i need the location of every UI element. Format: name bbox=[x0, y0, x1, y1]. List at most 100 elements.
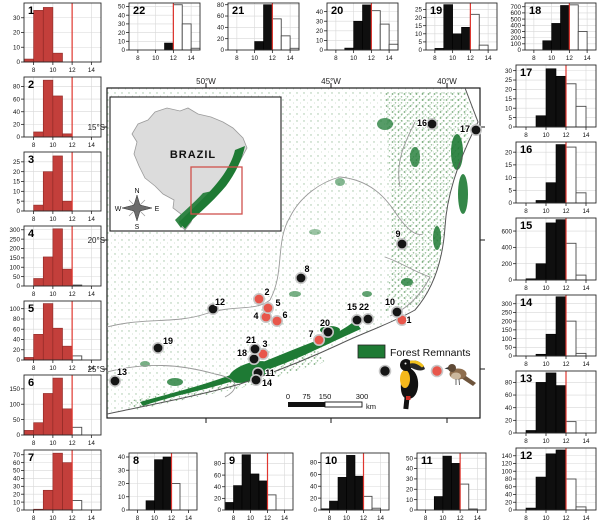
histogram-panel-11: 0 10 20 30 40 50 8 10 12 14 11 bbox=[393, 450, 490, 522]
x-tick-label: 10 bbox=[343, 515, 351, 522]
bar-bin-11-panel-19 bbox=[461, 27, 471, 51]
histogram-panel-5: 0 20 40 60 80 100 8 10 12 14 5 bbox=[0, 298, 105, 372]
y-tick-label: 0 bbox=[220, 47, 224, 54]
bar-bin-11-panel-8 bbox=[162, 456, 172, 511]
x-tick-label: 8 bbox=[334, 55, 338, 62]
bar-bin-12-panel-20 bbox=[370, 10, 381, 51]
x-tick-label: 12 bbox=[360, 515, 368, 522]
histogram-panel-8: 0 10 20 30 40 8 10 12 14 8 bbox=[105, 450, 201, 522]
histogram-plot-21: 0 20 40 60 80 8 10 12 14 21 bbox=[217, 2, 300, 62]
x-tick-label: 8 bbox=[136, 55, 140, 62]
y-tick-label: 300 bbox=[510, 29, 521, 36]
y-tick-label: 15 bbox=[13, 179, 21, 186]
site-label-10: 10 bbox=[385, 297, 395, 307]
site-label-2: 2 bbox=[264, 287, 269, 297]
histogram-panel-21: 0 20 40 60 80 8 10 12 14 21 bbox=[204, 0, 303, 62]
y-tick-label: 10 bbox=[13, 499, 21, 506]
x-tick-label: 10 bbox=[439, 515, 447, 522]
x-tick-label: 8 bbox=[32, 365, 36, 372]
bar-bin-9-panel-17 bbox=[535, 115, 547, 128]
bar-bin-12-panel-6 bbox=[71, 426, 83, 436]
y-tick-label: 150 bbox=[9, 255, 20, 262]
histogram-plot-8: 0 10 20 30 40 8 10 12 14 8 bbox=[118, 452, 198, 522]
y-tick-label: 10 bbox=[505, 105, 513, 112]
bar-bin-13-panel-17 bbox=[575, 105, 587, 128]
bar-bin-9-panel-19 bbox=[443, 4, 453, 51]
histogram-panel-15: 0 200 400 600 8 10 12 14 15 bbox=[490, 215, 600, 292]
x-tick-label: 10 bbox=[247, 515, 255, 522]
x-tick-label: 12 bbox=[562, 208, 570, 215]
bar-bin-13-panel-22 bbox=[181, 23, 192, 51]
x-tick-label: 10 bbox=[152, 55, 160, 62]
y-tick-label: 10 bbox=[406, 497, 414, 504]
y-tick-label: 0 bbox=[409, 507, 413, 514]
panel-number-5: 5 bbox=[28, 303, 34, 315]
panel-number-22: 22 bbox=[133, 5, 145, 17]
x-tick-label: 10 bbox=[49, 67, 57, 74]
x-tick-label: 12 bbox=[69, 216, 77, 223]
x-tick-label: 8 bbox=[32, 142, 36, 149]
y-tick-label: 50 bbox=[13, 468, 21, 475]
y-tick-label: 100 bbox=[9, 306, 20, 313]
bar-bin-11-panel-20 bbox=[362, 4, 372, 51]
x-tick-label: 10 bbox=[49, 440, 57, 447]
x-tick-label: 14 bbox=[188, 55, 196, 62]
svg-text:E: E bbox=[155, 206, 160, 213]
bar-bin-10-panel-14 bbox=[545, 333, 557, 357]
x-tick-label: 14 bbox=[88, 515, 96, 522]
x-tick-label: 10 bbox=[542, 515, 550, 522]
x-tick-label: 12 bbox=[562, 361, 570, 368]
bar-bin-9-panel-18 bbox=[542, 40, 552, 51]
bar-bin-10-panel-9 bbox=[250, 473, 260, 511]
y-tick-label: 15 bbox=[505, 162, 513, 169]
toucan-icon bbox=[400, 359, 425, 410]
y-tick-label: 0 bbox=[508, 277, 512, 284]
y-tick-label: 0 bbox=[508, 507, 512, 514]
y-tick-label: 30 bbox=[505, 68, 513, 75]
y-tick-label: 30 bbox=[406, 476, 414, 483]
forest-remnants-label: Forest Remnants bbox=[390, 347, 471, 359]
histogram-plot-17: 0 5 10 15 20 25 30 8 10 12 14 17 bbox=[505, 64, 597, 139]
site-label-22: 22 bbox=[359, 302, 369, 312]
bar-bin-13-panel-12 bbox=[575, 506, 587, 511]
bar-bin-12-panel-14 bbox=[565, 320, 577, 357]
x-tick-label: 8 bbox=[524, 438, 528, 445]
x-tick-label: 12 bbox=[69, 291, 77, 298]
bar-bin-10-panel-4 bbox=[52, 228, 63, 287]
panel-number-17: 17 bbox=[520, 67, 532, 79]
bar-bin-11-panel-22 bbox=[164, 42, 174, 51]
y-tick-label: 100 bbox=[9, 264, 20, 271]
x-tick-label: 12 bbox=[69, 142, 77, 149]
x-tick-label: 12 bbox=[566, 55, 574, 62]
y-tick-label: 25 bbox=[13, 159, 21, 166]
bar-bin-12-panel-7 bbox=[71, 500, 83, 511]
site-label-21: 21 bbox=[246, 335, 256, 345]
y-tick-label: 20 bbox=[415, 15, 423, 22]
site-label-14: 14 bbox=[262, 378, 272, 388]
panel-number-1: 1 bbox=[28, 5, 34, 17]
y-tick-label: 20 bbox=[118, 30, 126, 37]
x-tick-label: 8 bbox=[32, 67, 36, 74]
y-tick-label: 0 bbox=[121, 47, 125, 54]
y-tick-label: 200 bbox=[510, 35, 521, 42]
bar-bin-10-panel-13 bbox=[545, 372, 557, 434]
y-tick-label: 150 bbox=[501, 327, 512, 334]
site-label-11: 11 bbox=[265, 368, 275, 378]
bar-bin-13-panel-16 bbox=[575, 192, 587, 204]
x-tick-label: 14 bbox=[485, 55, 493, 62]
panel-number-12: 12 bbox=[520, 450, 532, 462]
y-tick-label: 20 bbox=[406, 486, 414, 493]
y-tick-label: 0 bbox=[508, 430, 512, 437]
bar-bin-11-panel-15 bbox=[555, 219, 567, 281]
x-tick-label: 14 bbox=[88, 365, 96, 372]
x-tick-label: 8 bbox=[32, 440, 36, 447]
y-tick-label: 20 bbox=[13, 30, 21, 37]
x-tick-label: 12 bbox=[168, 515, 176, 522]
site-marker-22 bbox=[361, 313, 374, 326]
x-tick-label: 8 bbox=[524, 285, 528, 292]
y-tick-label: 0 bbox=[16, 357, 20, 364]
svg-text:150: 150 bbox=[319, 392, 332, 401]
bar-bin-10-panel-8 bbox=[154, 459, 164, 511]
y-tick-label: 600 bbox=[510, 10, 521, 17]
